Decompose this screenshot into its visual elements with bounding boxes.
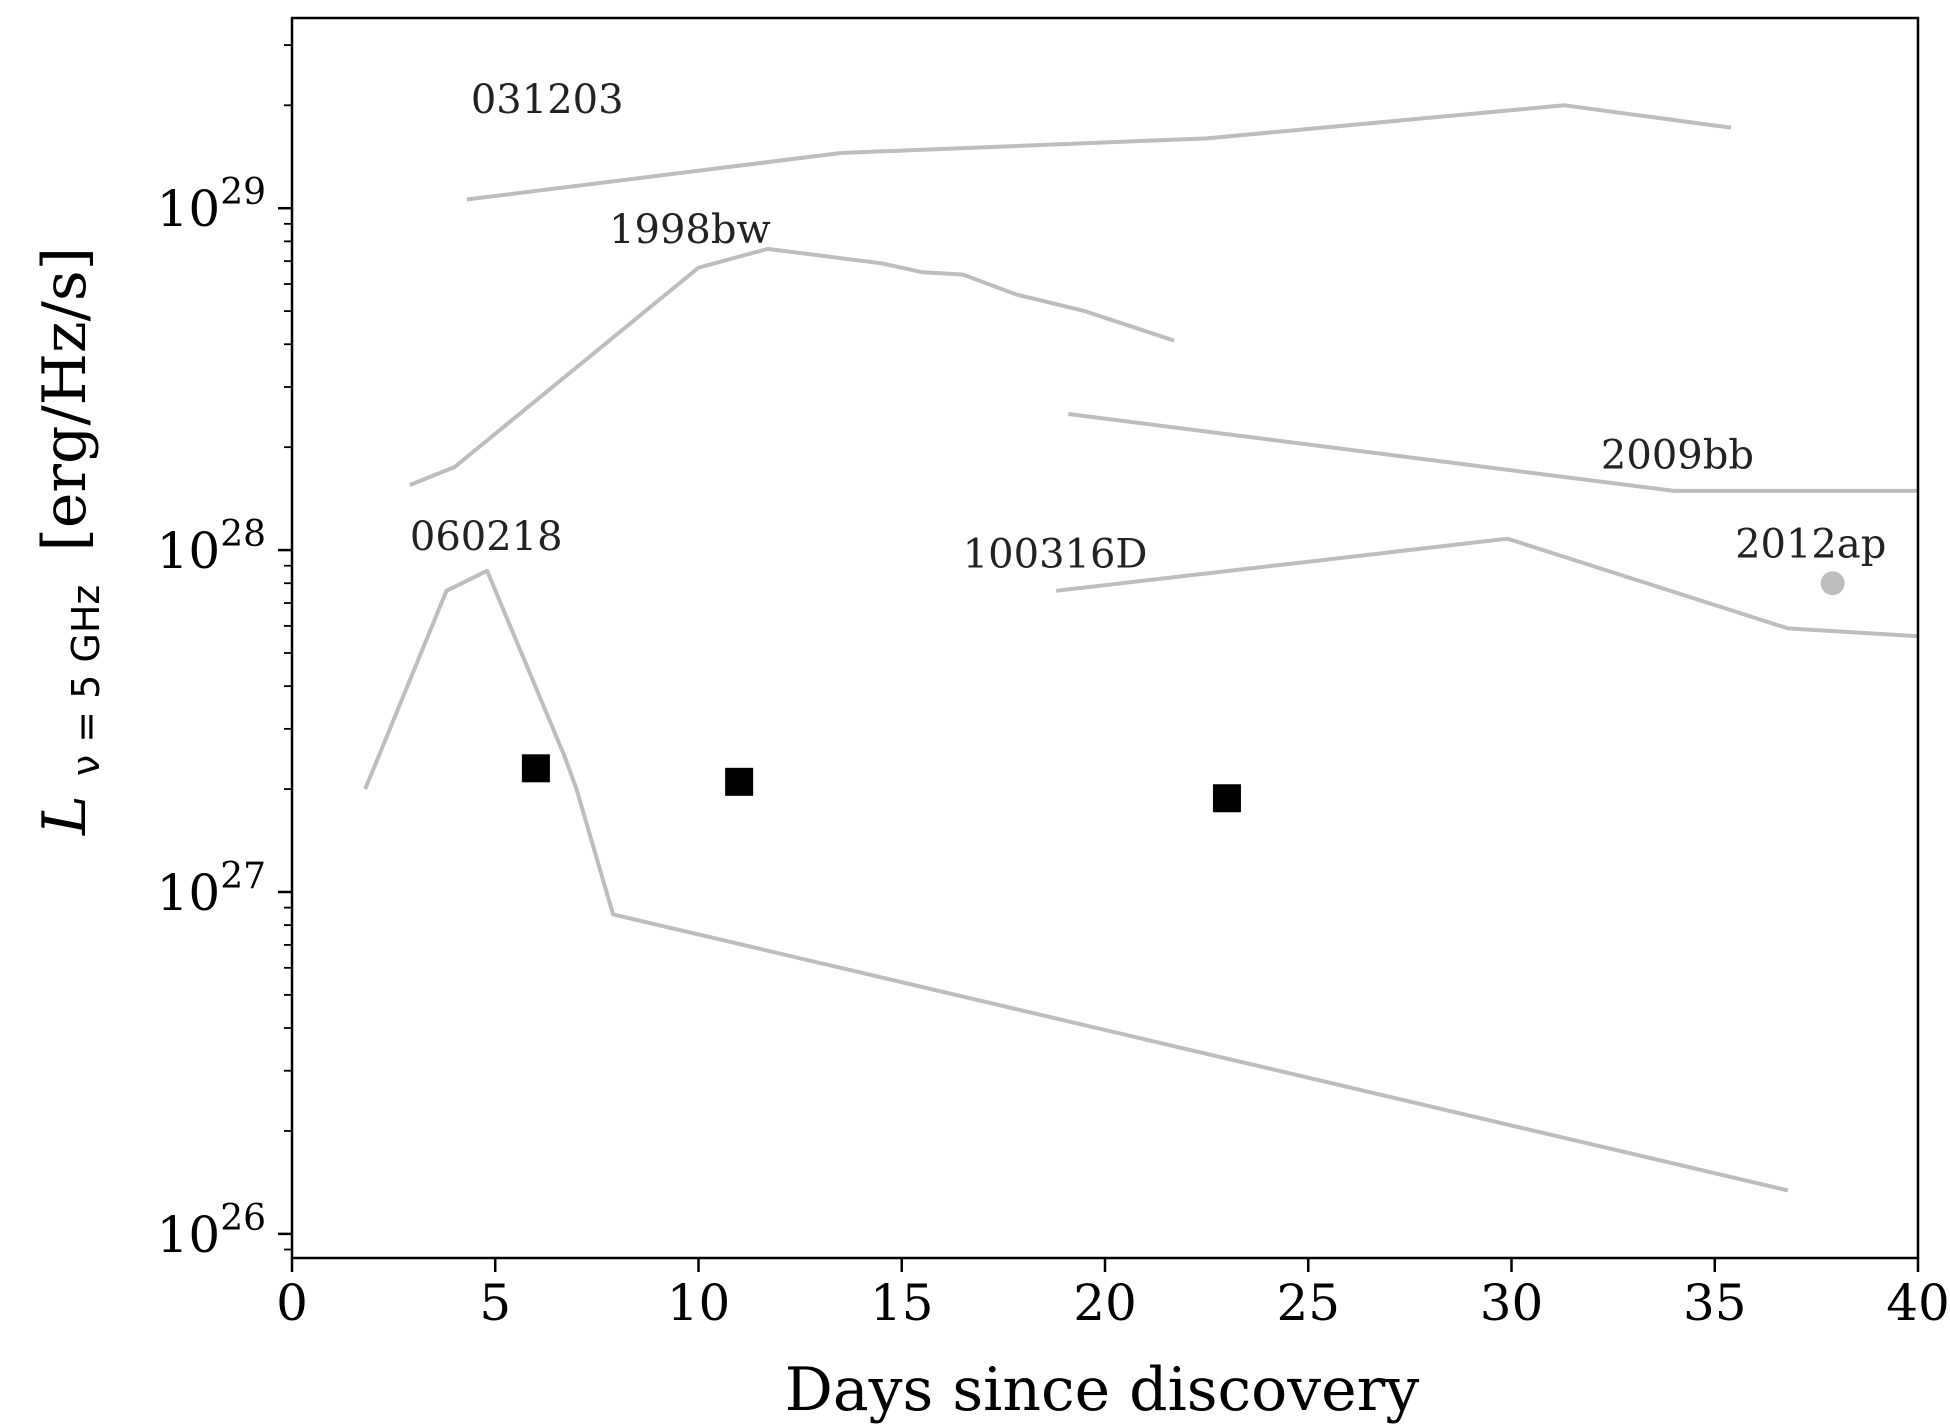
x-tick-label: 30 (1480, 1274, 1544, 1332)
series-label-031203: 031203 (471, 77, 624, 123)
y-tick-label: 1027 (157, 856, 266, 922)
y-tick-label: 1029 (157, 172, 266, 238)
y-tick-label: 1026 (157, 1198, 266, 1264)
square-marker-2 (1212, 784, 1241, 813)
y-tick-label: 1028 (157, 514, 266, 580)
series-label-1998bw: 1998bw (609, 207, 771, 253)
x-tick-label: 10 (667, 1274, 731, 1332)
x-tick-label: 15 (870, 1274, 934, 1332)
y-axis-symbol: L (30, 795, 100, 836)
series-labels-layer: 031203 1998bw 2009bb 100316D 060218 2012ap (410, 77, 1886, 577)
series-line-031203 (466, 103, 1732, 202)
y-axis-units: [erg/Hz/s] (30, 247, 100, 552)
x-tick-label: 0 (276, 1274, 308, 1332)
x-tick-label: 20 (1073, 1274, 1137, 1332)
series-line-1998bw (409, 246, 1175, 487)
y-axis-title: L ν = 5 GHz [erg/Hz/s] (30, 247, 114, 836)
series-label-2012ap: 2012ap (1735, 522, 1886, 568)
x-tick-label: 25 (1276, 1274, 1340, 1332)
series-label-2009bb: 2009bb (1601, 433, 1754, 479)
square-marker-1 (725, 767, 754, 796)
series-label-100316D: 100316D (963, 531, 1148, 577)
x-tick-label: 5 (479, 1274, 511, 1332)
markers-layer (521, 571, 1845, 813)
x-tick-label: 40 (1886, 1274, 1950, 1332)
marker-2012ap (1820, 571, 1845, 596)
square-marker-0 (521, 754, 550, 783)
series-label-060218: 060218 (410, 514, 563, 560)
series-line-2009bb (1068, 412, 1918, 493)
x-axis-title: Days since discovery (785, 1355, 1420, 1425)
y-axis-subscript: ν = 5 GHz (64, 585, 108, 776)
x-tick-label: 35 (1683, 1274, 1747, 1332)
series-line-060218 (363, 568, 1789, 1193)
series-line-100316D (1055, 536, 1919, 639)
axes-layer: 0 5 10 15 20 25 30 35 40 1026 1027 1028 1029 (157, 16, 1950, 1332)
curves-layer (363, 103, 1919, 1193)
